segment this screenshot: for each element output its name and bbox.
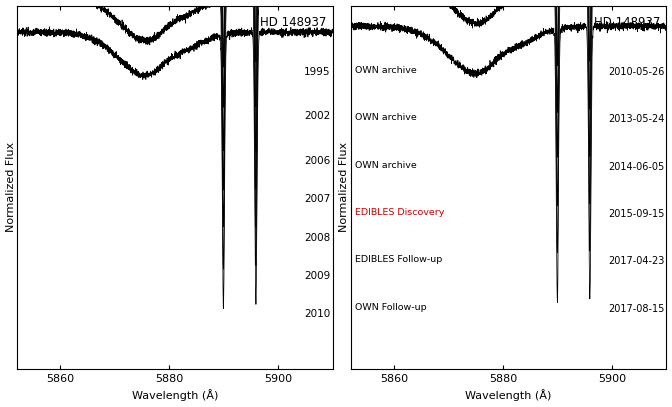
- Text: 2015-09-15: 2015-09-15: [608, 209, 664, 219]
- Text: 2008: 2008: [304, 232, 331, 243]
- Text: 2007: 2007: [304, 194, 331, 204]
- Text: HD 148937: HD 148937: [594, 16, 660, 29]
- X-axis label: Wavelength (Å): Wavelength (Å): [466, 389, 552, 401]
- Text: OWN archive: OWN archive: [355, 114, 417, 123]
- Text: 2010-05-26: 2010-05-26: [608, 67, 664, 77]
- X-axis label: Wavelength (Å): Wavelength (Å): [132, 389, 218, 401]
- Text: EDIBLES Discovery: EDIBLES Discovery: [355, 208, 445, 217]
- Text: 2013-05-24: 2013-05-24: [608, 114, 664, 125]
- Text: 2006: 2006: [304, 156, 331, 166]
- Text: OWN archive: OWN archive: [355, 161, 417, 170]
- Y-axis label: Normalized Flux: Normalized Flux: [339, 142, 349, 232]
- Text: HD 148937: HD 148937: [260, 16, 326, 29]
- Text: EDIBLES Follow-up: EDIBLES Follow-up: [355, 255, 442, 264]
- Y-axis label: Normalized Flux: Normalized Flux: [5, 142, 15, 232]
- Text: 2009: 2009: [304, 271, 331, 281]
- Text: OWN Follow-up: OWN Follow-up: [355, 302, 427, 311]
- Text: 2017-08-15: 2017-08-15: [608, 304, 664, 313]
- Text: OWN archive: OWN archive: [355, 66, 417, 75]
- Text: 2010: 2010: [304, 309, 331, 319]
- Text: 2017-04-23: 2017-04-23: [608, 256, 664, 266]
- Text: 2014-06-05: 2014-06-05: [608, 162, 664, 172]
- Text: 2002: 2002: [304, 112, 331, 121]
- Text: 1995: 1995: [304, 67, 331, 77]
